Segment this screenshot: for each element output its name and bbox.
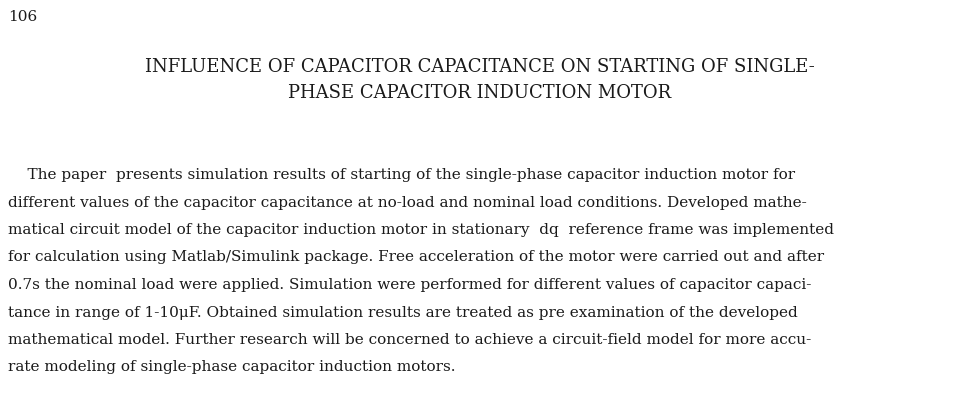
Text: 0.7s the nominal load were applied. Simulation were performed for different valu: 0.7s the nominal load were applied. Simu…	[8, 278, 811, 292]
Text: INFLUENCE OF CAPACITOR CAPACITANCE ON STARTING OF SINGLE-
PHASE CAPACITOR INDUCT: INFLUENCE OF CAPACITOR CAPACITANCE ON ST…	[145, 58, 814, 102]
Text: different values of the capacitor capacitance at no-load and nominal load condit: different values of the capacitor capaci…	[8, 195, 807, 209]
Text: The paper  presents simulation results of starting of the single-phase capacitor: The paper presents simulation results of…	[8, 168, 795, 182]
Text: matical circuit model of the capacitor induction motor in stationary  dq  refere: matical circuit model of the capacitor i…	[8, 223, 834, 237]
Text: tance in range of 1-10μF. Obtained simulation results are treated as pre examina: tance in range of 1-10μF. Obtained simul…	[8, 306, 798, 320]
Text: mathematical model. Further research will be concerned to achieve a circuit-fiel: mathematical model. Further research wil…	[8, 333, 811, 347]
Text: rate modeling of single-phase capacitor induction motors.: rate modeling of single-phase capacitor …	[8, 361, 456, 375]
Text: for calculation using Matlab/Simulink package. Free acceleration of the motor we: for calculation using Matlab/Simulink pa…	[8, 250, 824, 265]
Text: 106: 106	[8, 10, 37, 24]
